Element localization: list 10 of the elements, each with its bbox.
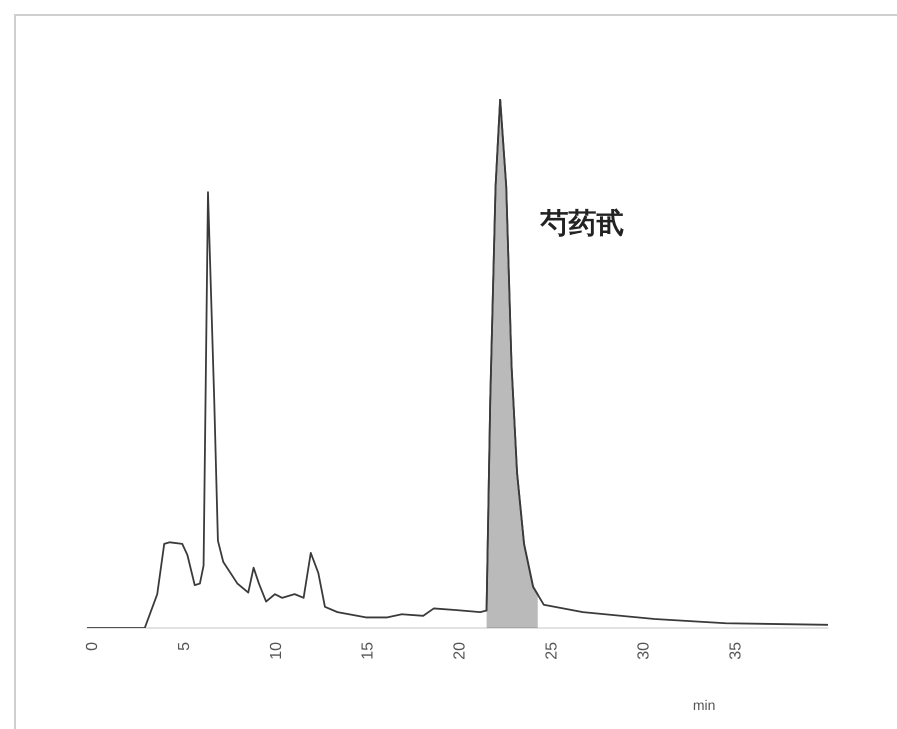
x-tick-label: 30 <box>636 642 653 660</box>
x-tick-label: 35 <box>727 642 744 660</box>
x-tick-label: 15 <box>360 642 377 660</box>
annotation: 芍药甙 <box>539 208 624 239</box>
x-tick-label: 0 <box>84 642 101 651</box>
x-tick-label: 25 <box>544 642 561 660</box>
x-tick-label: 20 <box>452 642 469 660</box>
x-axis-title: min <box>692 696 716 713</box>
x-tick-label: 10 <box>268 642 285 660</box>
x-tick-label: 5 <box>176 642 193 651</box>
